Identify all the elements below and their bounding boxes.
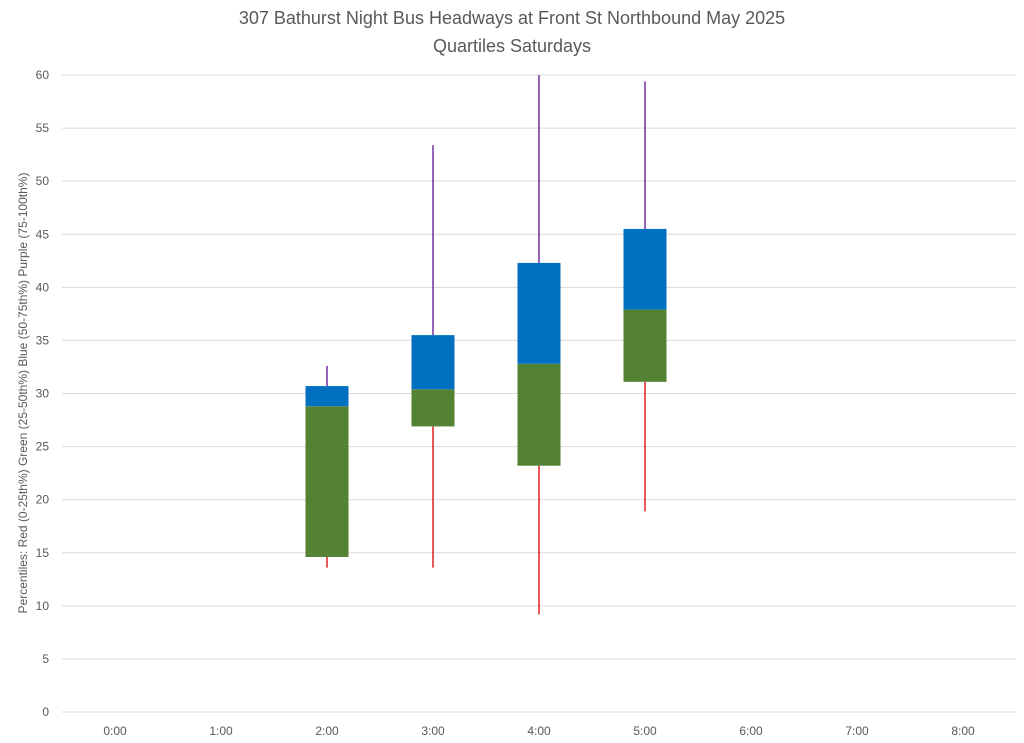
y-tick-label: 15 <box>36 546 50 560</box>
box-upper-half <box>517 262 561 364</box>
chart-title: 307 Bathurst Night Bus Headways at Front… <box>239 8 785 28</box>
box-upper-half <box>411 335 455 390</box>
chart-subtitle: Quartiles Saturdays <box>433 36 591 56</box>
x-tick-label: 1:00 <box>209 724 233 738</box>
y-tick-label: 40 <box>36 280 50 294</box>
box-layer <box>305 228 667 557</box>
x-tick-labels: 0:00 1:00 2:00 3:00 4:00 5:00 6:00 7:00 8:00 <box>103 724 975 738</box>
y-tick-label: 0 <box>42 705 49 719</box>
whisker-layer <box>326 75 646 615</box>
y-tick-label: 60 <box>36 68 50 82</box>
x-tick-label: 8:00 <box>951 724 975 738</box>
y-tick-label: 50 <box>36 174 50 188</box>
box-lower-half <box>623 309 667 382</box>
y-tick-label: 30 <box>36 387 50 401</box>
y-tick-label: 5 <box>42 652 49 666</box>
x-tick-label: 4:00 <box>527 724 551 738</box>
x-tick-label: 5:00 <box>633 724 657 738</box>
x-tick-label: 6:00 <box>739 724 763 738</box>
y-tick-label: 20 <box>36 493 50 507</box>
box-lower-half <box>305 406 349 557</box>
y-tick-labels: 0 5 10 15 20 25 30 35 40 45 50 55 60 <box>36 68 50 719</box>
y-axis-label: Percentiles: Red (0-25th%) Green (25-50t… <box>16 173 30 614</box>
x-tick-label: 0:00 <box>103 724 127 738</box>
x-tick-label: 2:00 <box>315 724 339 738</box>
y-tick-label: 55 <box>36 121 50 135</box>
x-tick-label: 3:00 <box>421 724 445 738</box>
box-upper-half <box>623 228 667 310</box>
box-upper-half <box>305 386 349 407</box>
x-tick-label: 7:00 <box>845 724 869 738</box>
y-tick-label: 45 <box>36 227 50 241</box>
y-tick-label: 35 <box>36 333 50 347</box>
box-lower-half <box>517 363 561 466</box>
y-tick-label: 10 <box>36 599 50 613</box>
box-lower-half <box>411 389 455 427</box>
y-tick-label: 25 <box>36 440 50 454</box>
